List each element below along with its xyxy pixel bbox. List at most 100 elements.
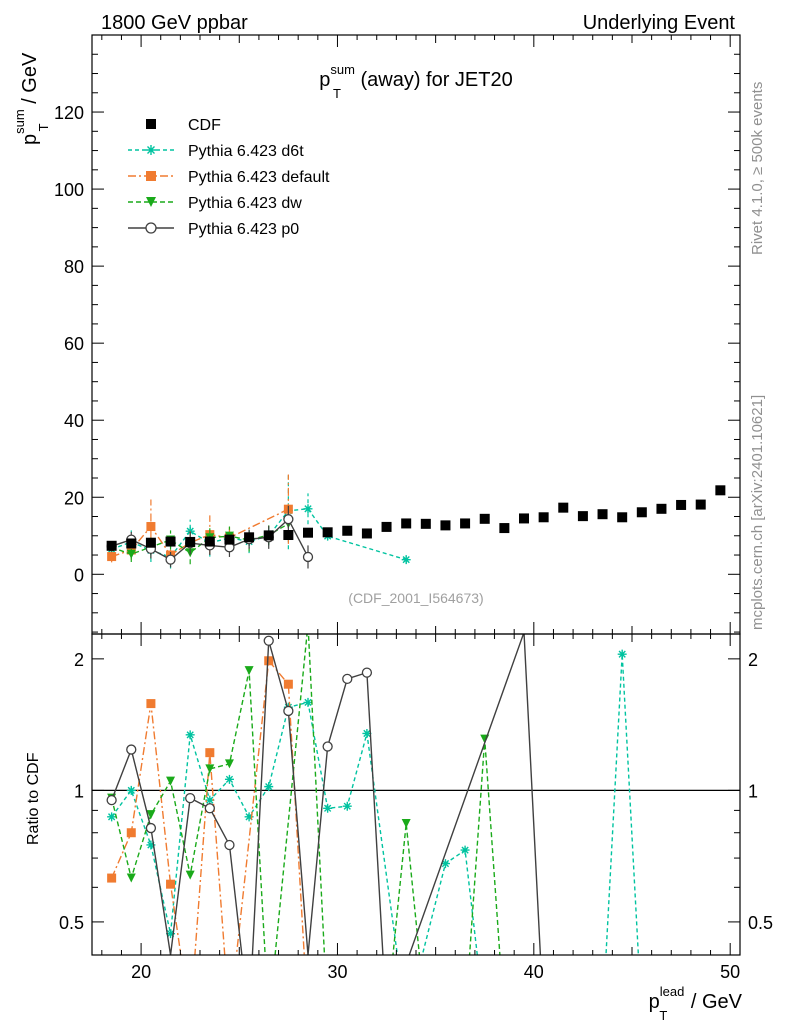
ratio-point <box>263 635 274 646</box>
data-point <box>342 525 353 536</box>
y-tick-label: 20 <box>64 488 84 508</box>
data-point <box>420 518 431 529</box>
legend-entry-2: Pythia 6.423 default <box>128 169 330 186</box>
legend-label: Pythia 6.423 dw <box>188 195 302 212</box>
ratio-point <box>617 649 627 659</box>
ratio-point <box>107 812 117 822</box>
series-point <box>185 526 195 536</box>
series-line <box>111 523 289 556</box>
y-tick-label: 40 <box>64 411 84 431</box>
legend-marker <box>146 145 156 155</box>
legend-entry-0: CDF <box>146 117 221 134</box>
data-point <box>303 527 313 538</box>
data-point <box>106 540 117 551</box>
ratio-tick-label-right: 0.5 <box>748 913 773 933</box>
data-point <box>636 507 647 518</box>
data-point <box>479 513 490 524</box>
data-point <box>538 512 549 523</box>
side-label-bottom: mcplots.cern.ch [arXiv:2401.10621] <box>749 395 766 630</box>
data-point <box>558 502 569 513</box>
ratio-point <box>264 656 274 666</box>
ratio-point <box>126 873 136 883</box>
legend-marker <box>146 197 156 207</box>
series-0 <box>107 472 411 569</box>
legend-label: Pythia 6.423 p0 <box>188 221 299 238</box>
ratio-line <box>110 659 305 955</box>
series-1 <box>107 474 293 563</box>
ratio-point <box>145 822 157 834</box>
data-point <box>263 530 274 541</box>
x-tick-label: 50 <box>720 962 740 982</box>
ratio-point <box>224 774 234 784</box>
ratio-point <box>283 679 293 689</box>
data-point <box>204 536 215 547</box>
series-point <box>107 552 117 562</box>
data-point <box>244 532 255 543</box>
data-point <box>322 527 333 538</box>
ratio-point <box>146 699 156 709</box>
ratio-line <box>110 634 501 955</box>
series-line <box>111 508 289 558</box>
legend-marker <box>146 171 156 181</box>
ratio-point <box>244 812 254 822</box>
legend-marker <box>145 222 157 234</box>
ratio-point <box>126 785 136 795</box>
ratio-series-2 <box>107 634 501 955</box>
series-point <box>303 504 313 514</box>
ratio-point <box>283 705 294 717</box>
ratio-point <box>303 697 313 707</box>
ratio-point <box>264 782 274 792</box>
series-point <box>401 555 411 565</box>
data-point <box>381 521 392 532</box>
ratio-point <box>323 803 333 813</box>
data-point <box>617 512 628 523</box>
ratio-point <box>322 741 333 752</box>
data-point <box>656 503 667 514</box>
series-point <box>146 522 156 532</box>
data-series <box>106 485 726 551</box>
ratio-point <box>401 818 411 828</box>
ratio-series-3 <box>106 634 542 955</box>
ratio-point <box>166 879 176 889</box>
data-point <box>165 536 176 547</box>
ratio-point <box>106 794 117 806</box>
ratio-point <box>146 840 156 850</box>
ratio-point <box>342 801 352 811</box>
y-tick-label: 60 <box>64 334 84 354</box>
x-axis-label: plead T / GeV <box>649 984 743 1023</box>
side-label-top: Rivet 4.1.0, ≥ 500k events <box>749 82 766 255</box>
ratio-tick-label-right: 1 <box>748 781 758 801</box>
legend-label: CDF <box>188 117 221 134</box>
ratio-point <box>224 839 235 851</box>
data-point <box>676 499 687 510</box>
ratio-point <box>126 828 136 838</box>
ratio-point <box>362 728 372 738</box>
data-point <box>440 520 451 531</box>
ratio-series-0 <box>107 649 640 955</box>
data-point <box>361 528 372 539</box>
ratio-point <box>185 730 195 740</box>
y-tick-label: 100 <box>54 180 84 200</box>
ratio-point <box>166 776 176 786</box>
x-tick-label: 20 <box>131 962 151 982</box>
legend-label: Pythia 6.423 d6t <box>188 143 304 160</box>
data-point <box>145 537 156 548</box>
y-axis-label: psum T / GeV <box>12 52 51 145</box>
ratio-tick-label-right: 2 <box>748 650 758 670</box>
ratio-point <box>440 859 450 869</box>
data-point <box>460 518 471 529</box>
ratio-y-label: Ratio to CDF <box>25 752 42 845</box>
x-tick-label: 30 <box>327 962 347 982</box>
data-point <box>401 518 412 529</box>
data-point <box>185 536 196 547</box>
data-point <box>695 499 706 510</box>
data-point <box>126 538 137 549</box>
ratio-point <box>146 810 156 820</box>
ratio-point <box>107 873 117 883</box>
ratio-point <box>166 929 176 939</box>
y-tick-label: 80 <box>64 257 84 277</box>
ratio-point <box>126 744 137 755</box>
ratio-tick-label: 1 <box>74 781 84 801</box>
ratio-point <box>185 870 195 880</box>
ratio-point <box>342 673 353 685</box>
